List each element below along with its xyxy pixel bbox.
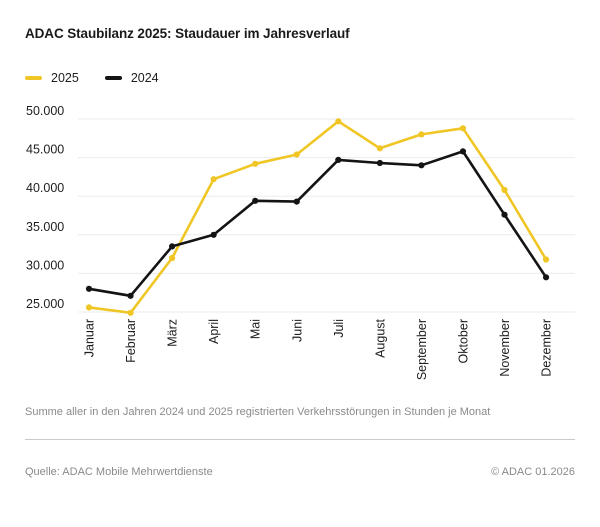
data-point-2024-Januar	[85, 285, 93, 292]
source-row: Quelle: ADAC Mobile Mehrwertdienste © AD…	[25, 466, 575, 478]
x-tick-label: Februar	[124, 319, 138, 363]
data-point-2024-März	[169, 243, 176, 250]
data-point-2025-Dezember	[542, 256, 550, 263]
legend-swatch-2025	[25, 76, 42, 80]
data-point-2024-April	[210, 231, 217, 238]
data-point-2025-März	[169, 254, 176, 262]
data-point-2025-August	[376, 145, 383, 152]
data-point-2025-Oktober	[459, 125, 467, 132]
data-point-2024-Oktober	[459, 148, 467, 155]
legend-item-2025: 2025	[25, 71, 79, 85]
chart-title: ADAC Staubilanz 2025: Staudauer im Jahre…	[25, 26, 350, 41]
data-point-2024-Mai	[252, 197, 259, 204]
y-tick-label: 25.000	[26, 297, 64, 311]
x-tick-label: April	[207, 319, 221, 344]
data-point-2024-Juni	[293, 198, 300, 205]
legend-label-2025: 2025	[51, 71, 79, 85]
legend-label-2024: 2024	[130, 71, 159, 85]
data-point-2025-Februar	[127, 309, 134, 316]
y-tick-label: 30.000	[26, 258, 64, 272]
series-line-2024	[87, 150, 548, 298]
chart: 25.000 30.000 35.000 40.000 45.000 50.000 Janu…	[26, 104, 575, 380]
data-point-2025-Juli	[335, 118, 342, 125]
x-tick-label: Oktober	[456, 319, 470, 363]
x-tick-label: September	[415, 319, 429, 380]
divider-line	[25, 439, 575, 440]
x-tick-label: Dezember	[540, 319, 554, 377]
source-text: Quelle: ADAC Mobile Mehrwertdienste	[25, 466, 213, 478]
x-tick-label: Juni	[290, 319, 304, 342]
data-point-2025-Januar	[85, 304, 93, 311]
data-point-2024-Februar	[127, 292, 134, 299]
data-point-2025-Mai	[252, 160, 259, 167]
y-tick-label: 45.000	[26, 143, 64, 157]
data-point-2025-April	[210, 176, 217, 183]
data-point-2025-September	[418, 131, 425, 138]
data-point-2024-Juli	[335, 156, 342, 163]
y-tick-label: 40.000	[26, 181, 64, 195]
x-tick-label: August	[373, 318, 387, 357]
data-point-2025-November	[501, 186, 508, 194]
x-tick-label: Juli	[332, 319, 346, 338]
x-tick-label: Mai	[249, 319, 263, 339]
x-tick-label: März	[166, 319, 180, 347]
legend: 2025 2024	[25, 71, 159, 85]
data-point-2024-November	[501, 211, 508, 218]
legend-item-2024: 2024	[104, 71, 159, 85]
copyright-text: © ADAC 01.2026	[491, 466, 575, 478]
data-point-2024-September	[418, 162, 425, 169]
legend-swatch-2024	[104, 76, 122, 80]
x-tick-label: November	[498, 319, 512, 377]
series-line-2025	[87, 120, 548, 315]
y-tick-label: 35.000	[26, 220, 64, 234]
y-tick-label: 50.000	[26, 104, 64, 118]
data-point-2025-Juni	[293, 151, 300, 158]
x-tick-label: Januar	[83, 319, 97, 357]
data-point-2024-Dezember	[542, 274, 550, 281]
chart-footnote: Summe aller in den Jahren 2024 und 2025 …	[25, 406, 491, 418]
data-point-2024-August	[376, 159, 383, 167]
